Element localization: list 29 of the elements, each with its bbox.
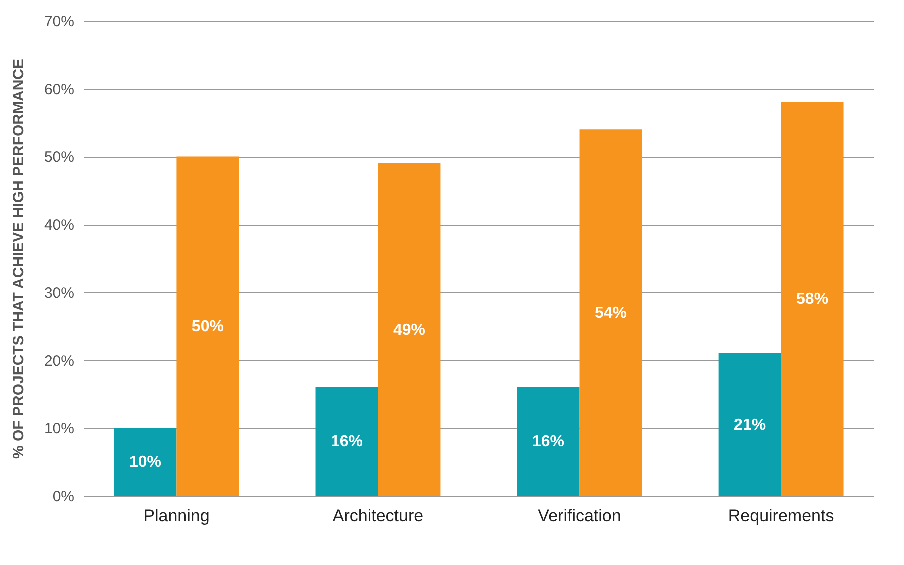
bar [114,428,177,496]
bar [718,354,782,496]
bar [517,387,580,496]
data-label: 49% [393,322,426,339]
y-tick-label: 70% [44,14,74,30]
x-tick-label: Architecture [332,506,424,526]
y-tick-label: 0% [52,488,74,506]
x-tick-label: Requirements [728,506,834,526]
data-label: 58% [796,291,829,308]
y-tick-label: 30% [44,284,74,302]
y-tick-label: 50% [44,149,74,166]
y-tick-label: 10% [44,420,74,438]
bar [176,156,240,496]
bar [378,164,441,496]
y-tick-label: 40% [44,217,74,234]
data-label: 16% [532,434,565,451]
y-tick-label: 60% [44,81,74,98]
bar [316,387,378,496]
bar [781,102,844,496]
data-label: 10% [129,454,162,472]
data-label: 21% [734,416,766,434]
data-label: 54% [594,304,628,322]
y-axis-title: % OF PROJECTS THAT ACHIEVE HIGH PERFORMANCE [10,58,28,460]
y-tick-label: 20% [44,352,74,370]
bar [580,130,642,496]
data-label: 16% [330,434,364,451]
x-tick-label: Planning [144,506,210,526]
data-label: 50% [192,318,224,336]
x-tick-label: Verification [538,506,622,526]
